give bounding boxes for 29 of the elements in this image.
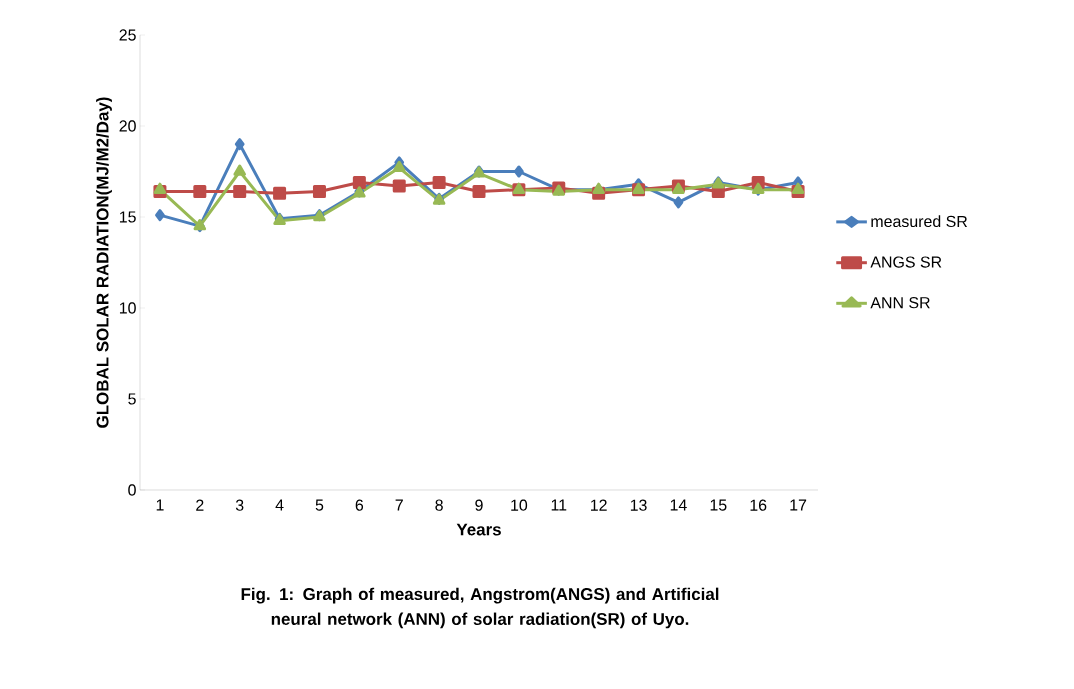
y-tick-label: 10 [119,302,136,314]
legend-label: ANGS SR [870,256,942,268]
x-tick-label: 5 [315,499,324,511]
x-tick-label: 9 [475,499,483,511]
x-tick-label: 2 [196,499,204,511]
x-axis-title: Years [456,523,501,536]
y-tick-label: 15 [119,211,136,223]
x-tick-label: 8 [435,499,443,511]
y-tick-label: 25 [119,29,136,41]
legend-label: measured SR [871,215,968,228]
y-tick-label: 0 [128,484,136,496]
x-tick-label: 4 [275,499,284,511]
x-tick-label: 12 [591,499,607,511]
y-axis-title: GLOBAL SOLAR RADIATION(MJ/M2/Day) [96,97,112,428]
x-tick-label: 17 [790,499,807,511]
y-tick-label: 5 [128,393,136,405]
x-tick-label: 6 [355,499,364,511]
x-tick-label: 1 [156,499,164,511]
y-tick-label: 20 [119,120,136,132]
x-tick-label: 13 [630,499,647,511]
x-tick-label: 15 [710,499,727,511]
x-tick-label: 10 [511,499,528,511]
legend-label: ANN SR [870,297,930,309]
x-tick-label: 16 [750,499,767,511]
x-tick-label: 11 [551,499,567,511]
x-tick-label: 7 [395,499,403,511]
x-tick-label: 3 [235,499,244,511]
caption: Fig. 1: Graph of measured, Angstrom(ANGS) and Artificial neural network (ANN) of solar radiation(SR) of Uyo. [241,587,719,629]
x-tick-label: 14 [670,499,687,511]
